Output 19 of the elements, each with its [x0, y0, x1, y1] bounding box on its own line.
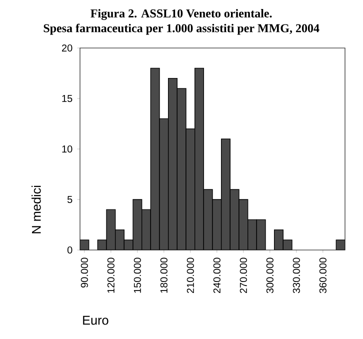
- y-tick-label: 20: [62, 44, 72, 52]
- x-axis-title: Euro: [83, 316, 108, 325]
- y-tick-label: 5: [67, 196, 72, 203]
- x-tick-label: 120.000: [107, 258, 114, 293]
- chart-subtitle: Spesa farmaceutica per 1.000 assistiti per MMG, 2004: [44, 24, 320, 35]
- x-tick-label: 300.000: [266, 258, 274, 294]
- x-tick-label: 270.000: [240, 258, 247, 294]
- x-tick-label: 150.000: [134, 258, 141, 293]
- x-tick-label: 180.000: [160, 258, 168, 293]
- y-axis-title: N medici: [32, 186, 41, 234]
- x-tick-label: 210.000: [186, 258, 194, 294]
- y-tick-label: 10: [62, 145, 72, 153]
- y-tick-label: 15: [62, 95, 72, 102]
- x-tick-label: 330.000: [292, 258, 300, 294]
- y-tick-label: 0: [67, 246, 72, 254]
- chart-title: Figura 2. ASSL10 Veneto orientale.: [90, 9, 272, 20]
- x-tick-label: 90.000: [80, 258, 88, 288]
- x-tick-label: 240.000: [213, 258, 220, 294]
- x-tick-label: 360.000: [319, 258, 326, 294]
